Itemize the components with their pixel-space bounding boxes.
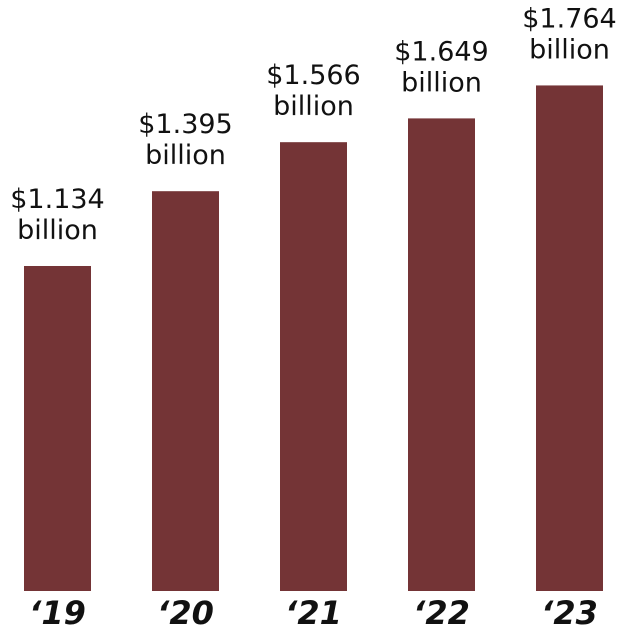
data-label-unit-4: billion <box>529 34 610 65</box>
bar-3 <box>408 118 475 591</box>
data-labels-group: $1.134billion$1.395billion$1.566billion$… <box>10 3 616 246</box>
data-label-unit-2: billion <box>273 91 354 122</box>
x-tick-label-0: ‘19 <box>29 594 86 627</box>
bar-0 <box>24 265 91 591</box>
data-label-unit-3: billion <box>401 67 482 98</box>
data-label-value-4: $1.764 <box>522 3 616 34</box>
data-label-unit-1: billion <box>145 140 226 171</box>
x-tick-label-3: ‘22 <box>413 594 470 627</box>
data-label-value-2: $1.566 <box>266 60 360 91</box>
data-label-value-3: $1.649 <box>394 36 488 67</box>
bar-4 <box>536 85 603 592</box>
bar-1 <box>152 191 219 591</box>
bars-group <box>24 85 603 592</box>
x-tick-label-1: ‘20 <box>157 594 214 627</box>
data-label-value-1: $1.395 <box>138 109 232 140</box>
data-label-unit-0: billion <box>17 215 98 246</box>
bar-2 <box>280 142 347 592</box>
data-label-value-0: $1.134 <box>10 184 104 215</box>
x-tick-label-2: ‘21 <box>285 594 342 627</box>
x-tick-label-4: ‘23 <box>541 594 598 627</box>
x-axis-tick-labels: ‘19 ‘20 ‘21 ‘22 ‘23 <box>29 594 598 627</box>
